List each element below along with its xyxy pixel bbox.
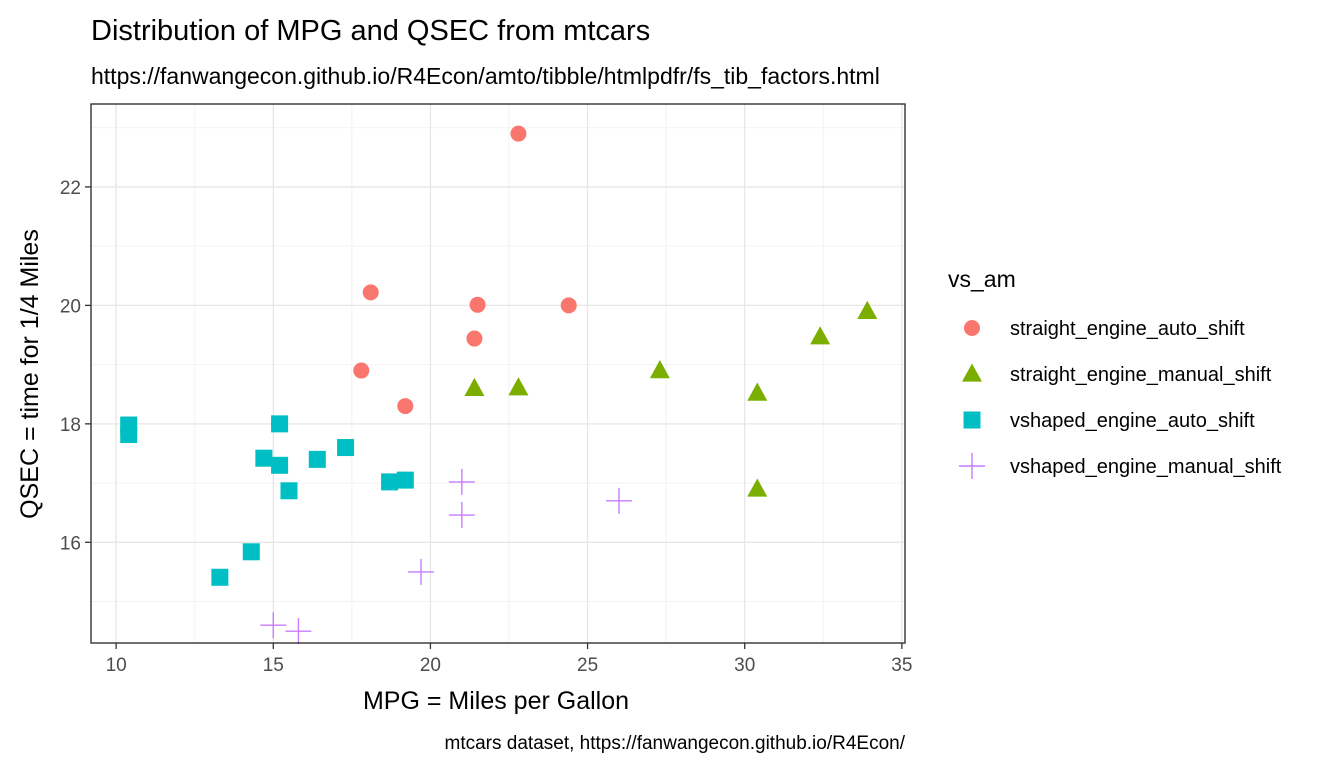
y-tick-label: 22: [60, 178, 81, 199]
legend-key-triangle: [962, 363, 982, 382]
plot-area: [90, 103, 906, 645]
data-point-plus: [606, 487, 632, 514]
x-tick-label: 20: [420, 655, 441, 676]
data-point-square: [271, 415, 289, 433]
legend-key-square: [963, 411, 981, 429]
data-point-triangle: [747, 382, 768, 401]
major-gridlines: [91, 104, 905, 643]
plot-border: [90, 103, 906, 644]
plot-panel: [91, 104, 905, 643]
data-points: [120, 125, 878, 645]
chart-caption: mtcars dataset, https://fanwangecon.gith…: [445, 733, 906, 754]
legend-label: straight_engine_auto_shift: [1010, 318, 1245, 340]
legend-key-circle: [964, 320, 980, 336]
data-point-circle: [466, 330, 483, 347]
data-point-plus: [448, 502, 475, 529]
data-point-plus: [408, 558, 434, 585]
x-axis: 10 15 20 25 30 35: [106, 643, 912, 676]
data-point-plus: [448, 468, 475, 495]
y-axis-label: QSEC = time for 1/4 Miles: [16, 229, 44, 519]
x-tick-label: 35: [891, 655, 912, 676]
chart-title: Distribution of MPG and QSEC from mtcars: [91, 15, 650, 47]
y-tick-label: 16: [60, 533, 81, 554]
data-point-plus: [260, 612, 287, 639]
legend-label: vshaped_engine_manual_shift: [1010, 456, 1282, 478]
y-axis: 16 18 20 22: [60, 178, 91, 554]
data-point-triangle: [810, 326, 831, 345]
data-point-square: [381, 473, 399, 491]
data-point-triangle: [464, 377, 485, 396]
data-point-square: [280, 482, 298, 500]
data-point-circle: [397, 398, 414, 415]
data-point-circle: [362, 284, 379, 301]
x-tick-label: 10: [106, 655, 127, 676]
data-point-circle: [510, 125, 527, 142]
x-tick-label: 25: [577, 655, 598, 676]
x-axis-label: MPG = Miles per Gallon: [363, 687, 629, 715]
data-point-square: [211, 568, 229, 586]
y-tick-label: 20: [60, 296, 81, 317]
data-point-square: [271, 456, 289, 474]
data-point-triangle: [508, 377, 529, 396]
legend-title: vs_am: [948, 266, 1016, 292]
legend-items: straight_engine_auto_shift straight_engin…: [959, 318, 1282, 479]
data-point-square: [308, 450, 326, 468]
chart-subtitle: https://fanwangecon.github.io/R4Econ/amt…: [91, 63, 880, 89]
legend-label: vshaped_engine_auto_shift: [1010, 410, 1255, 432]
data-point-circle: [353, 362, 370, 379]
data-point-square: [255, 449, 273, 467]
x-tick-label: 30: [734, 655, 755, 676]
data-point-triangle: [747, 478, 768, 497]
minor-gridlines: [91, 104, 905, 643]
data-point-circle: [560, 297, 577, 314]
data-point-square: [396, 471, 414, 489]
data-point-circle: [469, 296, 486, 313]
data-point-square: [337, 439, 355, 457]
legend-label: straight_engine_manual_shift: [1010, 364, 1272, 386]
y-tick-label: 18: [60, 415, 81, 436]
legend: vs_am straight_engine_auto_shiftstraight…: [948, 266, 1282, 479]
data-point-triangle: [649, 359, 670, 379]
data-point-plus: [285, 618, 312, 645]
data-point-triangle: [857, 300, 878, 319]
legend-key-plus: [959, 453, 985, 479]
x-tick-label: 15: [263, 655, 284, 676]
data-point-square: [120, 426, 138, 444]
data-point-square: [242, 543, 260, 561]
